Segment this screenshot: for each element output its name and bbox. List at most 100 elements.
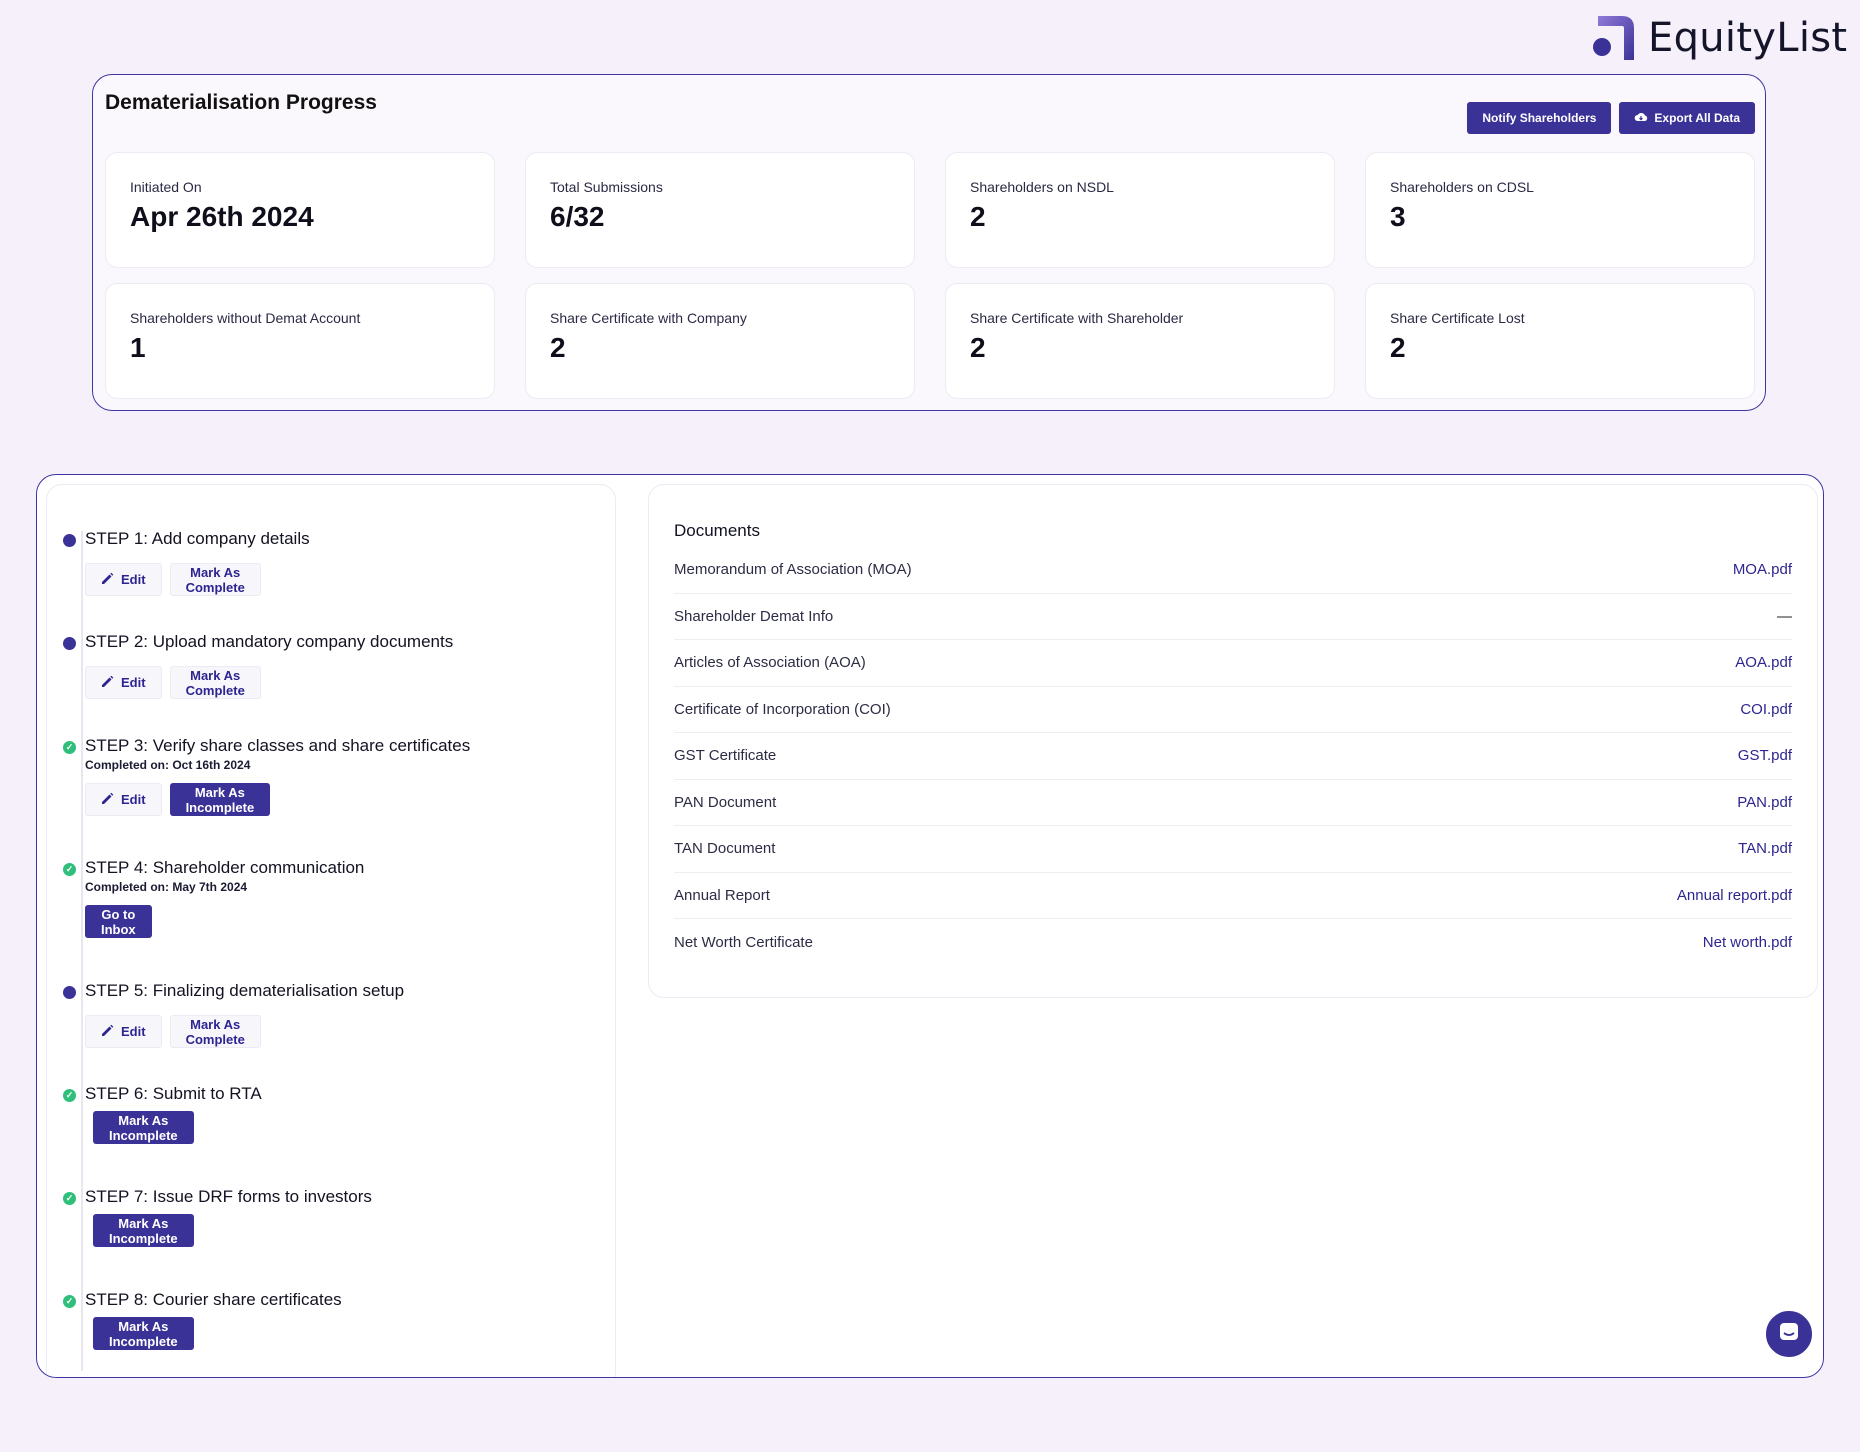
stat-initiated-on: Initiated On Apr 26th 2024 [105,152,495,268]
progress-title: Dematerialisation Progress [105,91,377,114]
stat-label: Total Submissions [550,179,663,195]
step-actions: Mark As Incomplete [93,1317,194,1350]
edit-label: Edit [121,675,146,690]
stat-shareholders-cdsl: Shareholders on CDSL 3 [1365,152,1755,268]
mark-as-incomplete-button[interactable]: Mark As Incomplete [93,1111,194,1144]
stat-label: Initiated On [130,179,202,195]
stat-value: 1 [130,332,146,363]
mark-as-complete-button[interactable]: Mark As Complete [169,563,261,596]
steps-card: STEP 1: Add company details Edit Mark As… [36,474,1824,1378]
documents-panel: Documents Memorandum of Association (MOA… [648,484,1818,998]
stat-label: Share Certificate Lost [1390,310,1525,326]
mark-as-incomplete-button[interactable]: Mark As Incomplete [93,1214,194,1247]
mark-as-complete-button[interactable]: Mark As Complete [169,1015,261,1048]
document-name: TAN Document [674,840,776,858]
step-title: STEP 7: Issue DRF forms to investors [85,1187,372,1206]
export-all-data-button[interactable]: Export All Data [1619,102,1755,134]
stat-certificate-with-shareholder: Share Certificate with Shareholder 2 [945,283,1335,399]
document-row: TAN Document TAN.pdf [674,826,1792,873]
stat-value: 2 [1390,332,1406,363]
steps-panel: STEP 1: Add company details Edit Mark As… [46,484,616,1377]
step-title: STEP 5: Finalizing dematerialisation set… [85,981,405,1000]
stat-label: Share Certificate with Shareholder [970,310,1184,326]
step-actions: Mark As Incomplete [93,1214,194,1247]
stat-value: 2 [550,332,566,363]
document-name: GST Certificate [674,747,777,765]
step-completed-date: Completed on: May 7th 2024 [85,880,248,894]
stat-value: 6/32 [550,201,605,232]
document-row: Net Worth Certificate Net worth.pdf [674,919,1792,966]
check-circle-icon: ✓ [63,1192,76,1205]
edit-label: Edit [121,792,146,807]
stat-total-submissions: Total Submissions 6/32 [525,152,915,268]
step-pending-dot [63,986,76,999]
document-name: Net Worth Certificate [674,933,813,951]
document-name: Shareholder Demat Info [674,607,834,625]
check-circle-icon: ✓ [63,1295,76,1308]
document-row: Memorandum of Association (MOA) MOA.pdf [674,547,1792,594]
stat-value: 2 [970,332,986,363]
document-name: Certificate of Incorporation (COI) [674,700,891,718]
equitylist-logo-icon [1588,14,1638,62]
pencil-icon [101,572,114,588]
mark-as-incomplete-button[interactable]: Mark As Incomplete [169,783,271,816]
document-file-link[interactable]: MOA.pdf [1732,561,1792,579]
dematerialisation-progress-card: Dematerialisation Progress Notify Shareh… [92,74,1766,411]
document-file-link[interactable]: TAN.pdf [1738,840,1792,858]
stat-certificate-with-company: Share Certificate with Company 2 [525,283,915,399]
stat-label: Shareholders on NSDL [970,179,1114,195]
step-title: STEP 1: Add company details [85,529,310,548]
document-file-link[interactable]: Annual report.pdf [1676,886,1792,904]
cloud-download-icon [1634,111,1648,126]
edit-button[interactable]: Edit [85,783,162,816]
check-circle-icon: ✓ [63,863,76,876]
step-title: STEP 2: Upload mandatory company documen… [85,632,454,651]
step-pending-dot [63,534,76,547]
document-file-link[interactable]: GST.pdf [1737,747,1792,765]
document-row: GST Certificate GST.pdf [674,733,1792,780]
notify-shareholders-button[interactable]: Notify Shareholders [1467,102,1612,134]
step-completed-date: Completed on: Oct 16th 2024 [85,758,251,772]
notify-shareholders-label: Notify Shareholders [1482,111,1597,125]
edit-button[interactable]: Edit [85,1015,162,1048]
document-row: Certificate of Incorporation (COI) COI.p… [674,687,1792,733]
brand-name: EquityList [1648,15,1848,61]
document-file-link[interactable]: Net worth.pdf [1702,933,1792,951]
step-actions: Edit Mark As Complete [85,563,261,596]
check-circle-icon: ✓ [63,1089,76,1102]
pencil-icon [101,792,114,808]
stat-value: 2 [970,201,986,232]
step-title: STEP 3: Verify share classes and share c… [85,736,471,755]
go-to-inbox-button[interactable]: Go to Inbox [85,905,152,938]
document-row: Annual Report Annual report.pdf [674,873,1792,919]
document-file-link[interactable]: COI.pdf [1740,700,1792,718]
step-title: STEP 8: Courier share certificates [85,1290,342,1309]
document-file-link[interactable]: PAN.pdf [1737,793,1792,811]
step-title: STEP 4: Shareholder communication [85,858,365,877]
document-file-link[interactable]: AOA.pdf [1735,654,1792,672]
chat-launcher-button[interactable] [1764,1309,1814,1359]
mark-as-incomplete-button[interactable]: Mark As Incomplete [93,1317,194,1350]
edit-button[interactable]: Edit [85,666,162,699]
mark-as-complete-button[interactable]: Mark As Complete [169,666,261,699]
stats-grid: Initiated On Apr 26th 2024 Total Submiss… [105,152,1755,399]
stat-label: Shareholders without Demat Account [130,310,361,326]
brand[interactable]: EquityList [1588,14,1847,62]
edit-button[interactable]: Edit [85,563,162,596]
stat-certificate-lost: Share Certificate Lost 2 [1365,283,1755,399]
document-row: PAN Document PAN.pdf [674,780,1792,826]
step-actions: Edit Mark As Incomplete [85,783,271,816]
progress-actions: Notify Shareholders Export All Data [1467,102,1755,134]
chat-icon [1778,1321,1800,1348]
documents-list: Memorandum of Association (MOA) MOA.pdf … [674,547,1792,966]
edit-label: Edit [121,1024,146,1039]
stat-label: Shareholders on CDSL [1390,179,1534,195]
stat-label: Share Certificate with Company [550,310,747,326]
document-row: Shareholder Demat Info — [674,594,1792,640]
documents-title: Documents [674,521,760,540]
step-actions: Edit Mark As Complete [85,1015,261,1048]
step-pending-dot [63,637,76,650]
export-all-data-label: Export All Data [1654,111,1740,125]
stat-value: Apr 26th 2024 [130,201,314,232]
document-name: Memorandum of Association (MOA) [674,561,912,579]
